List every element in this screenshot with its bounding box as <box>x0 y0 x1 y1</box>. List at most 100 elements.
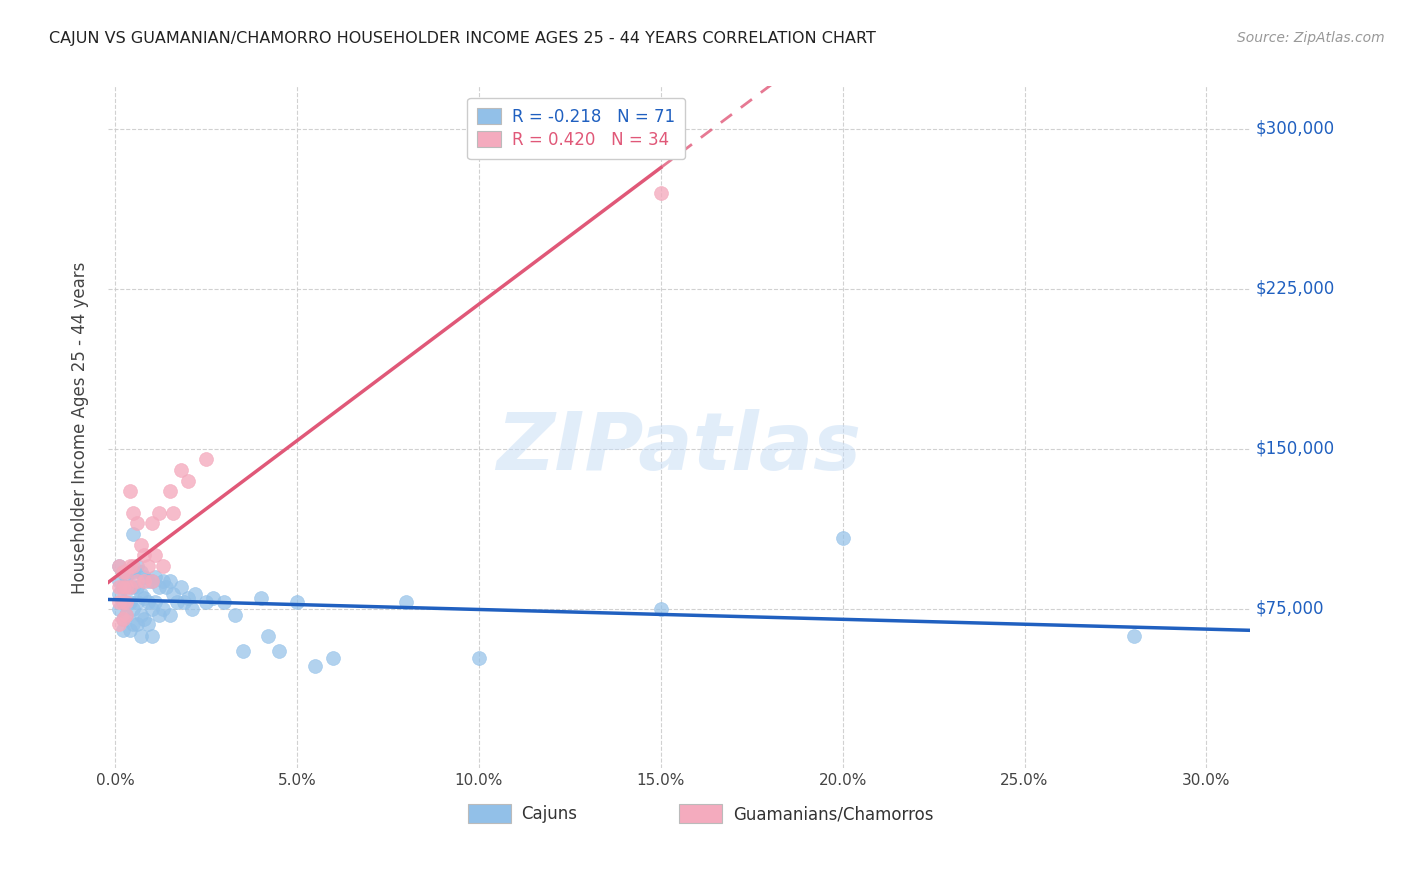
Text: $225,000: $225,000 <box>1256 280 1336 298</box>
Point <box>122 580 145 594</box>
Point <box>155 580 177 594</box>
Point <box>214 595 236 609</box>
Point <box>177 474 200 488</box>
Point <box>650 601 672 615</box>
Point <box>831 531 853 545</box>
Point <box>143 549 166 563</box>
Point <box>134 612 156 626</box>
Point <box>111 595 134 609</box>
Point <box>108 558 131 573</box>
Point <box>115 607 138 622</box>
Point <box>108 587 131 601</box>
Point <box>122 566 145 580</box>
Point <box>115 580 138 594</box>
Point <box>129 538 152 552</box>
Point <box>108 580 131 594</box>
Point <box>127 595 149 609</box>
Point <box>650 186 672 200</box>
Point <box>134 591 156 605</box>
Point <box>111 566 134 580</box>
Point <box>134 574 156 588</box>
Point <box>115 580 138 594</box>
Text: CAJUN VS GUAMANIAN/CHAMORRO HOUSEHOLDER INCOME AGES 25 - 44 YEARS CORRELATION CH: CAJUN VS GUAMANIAN/CHAMORRO HOUSEHOLDER … <box>49 31 876 46</box>
FancyBboxPatch shape <box>679 804 723 823</box>
Point <box>122 506 145 520</box>
Point <box>108 574 131 588</box>
Point <box>180 601 202 615</box>
Point <box>111 566 134 580</box>
Point <box>148 607 170 622</box>
Text: ZIPatlas: ZIPatlas <box>496 409 862 487</box>
Point <box>159 574 181 588</box>
FancyBboxPatch shape <box>468 804 512 823</box>
Text: Guamanians/Chamorros: Guamanians/Chamorros <box>733 805 934 823</box>
Point <box>170 580 193 594</box>
Text: $300,000: $300,000 <box>1256 120 1334 138</box>
Text: Source: ZipAtlas.com: Source: ZipAtlas.com <box>1237 31 1385 45</box>
Point <box>141 629 163 643</box>
Text: $75,000: $75,000 <box>1256 599 1324 617</box>
Point <box>111 595 134 609</box>
Point <box>232 644 254 658</box>
Point <box>111 623 134 637</box>
Point <box>134 569 156 583</box>
Point <box>108 558 131 573</box>
Point <box>468 650 491 665</box>
Point <box>152 574 174 588</box>
Point <box>118 580 141 594</box>
Point <box>249 591 271 605</box>
Point <box>322 650 344 665</box>
Point <box>1122 629 1144 643</box>
Point <box>148 580 170 594</box>
Point <box>118 566 141 580</box>
Point <box>115 607 138 622</box>
Point <box>170 463 193 477</box>
Point <box>141 574 163 588</box>
Point <box>162 506 184 520</box>
Text: Cajuns: Cajuns <box>522 805 578 823</box>
Point <box>108 601 131 615</box>
Point <box>152 601 174 615</box>
Point <box>111 580 134 594</box>
Point <box>304 659 326 673</box>
Point <box>118 580 141 594</box>
Point <box>108 616 131 631</box>
Point <box>136 558 159 573</box>
Point <box>108 595 131 609</box>
Point <box>141 601 163 615</box>
Point <box>122 616 145 631</box>
Point <box>129 629 152 643</box>
Point <box>257 629 280 643</box>
Point <box>152 558 174 573</box>
Point <box>136 616 159 631</box>
Point <box>115 569 138 583</box>
Point <box>115 566 138 580</box>
Point <box>122 601 145 615</box>
Point <box>143 569 166 583</box>
Y-axis label: Householder Income Ages 25 - 44 years: Householder Income Ages 25 - 44 years <box>72 261 89 593</box>
Point <box>129 607 152 622</box>
Point <box>195 452 218 467</box>
Point <box>111 612 134 626</box>
Point <box>111 580 134 594</box>
Point <box>202 591 225 605</box>
Point <box>224 607 246 622</box>
Point <box>118 623 141 637</box>
Point <box>118 595 141 609</box>
Point <box>134 549 156 563</box>
Point <box>127 616 149 631</box>
Point <box>127 574 149 588</box>
Point <box>127 558 149 573</box>
Point <box>148 506 170 520</box>
Point <box>115 595 138 609</box>
Point <box>166 595 188 609</box>
Point <box>127 580 149 594</box>
Point <box>115 595 138 609</box>
Point <box>127 516 149 531</box>
Point <box>395 595 418 609</box>
Point <box>122 527 145 541</box>
Legend: R = -0.218   N = 71, R = 0.420   N = 34: R = -0.218 N = 71, R = 0.420 N = 34 <box>467 98 685 159</box>
Point <box>159 484 181 499</box>
Point <box>195 595 218 609</box>
Text: $150,000: $150,000 <box>1256 440 1334 458</box>
